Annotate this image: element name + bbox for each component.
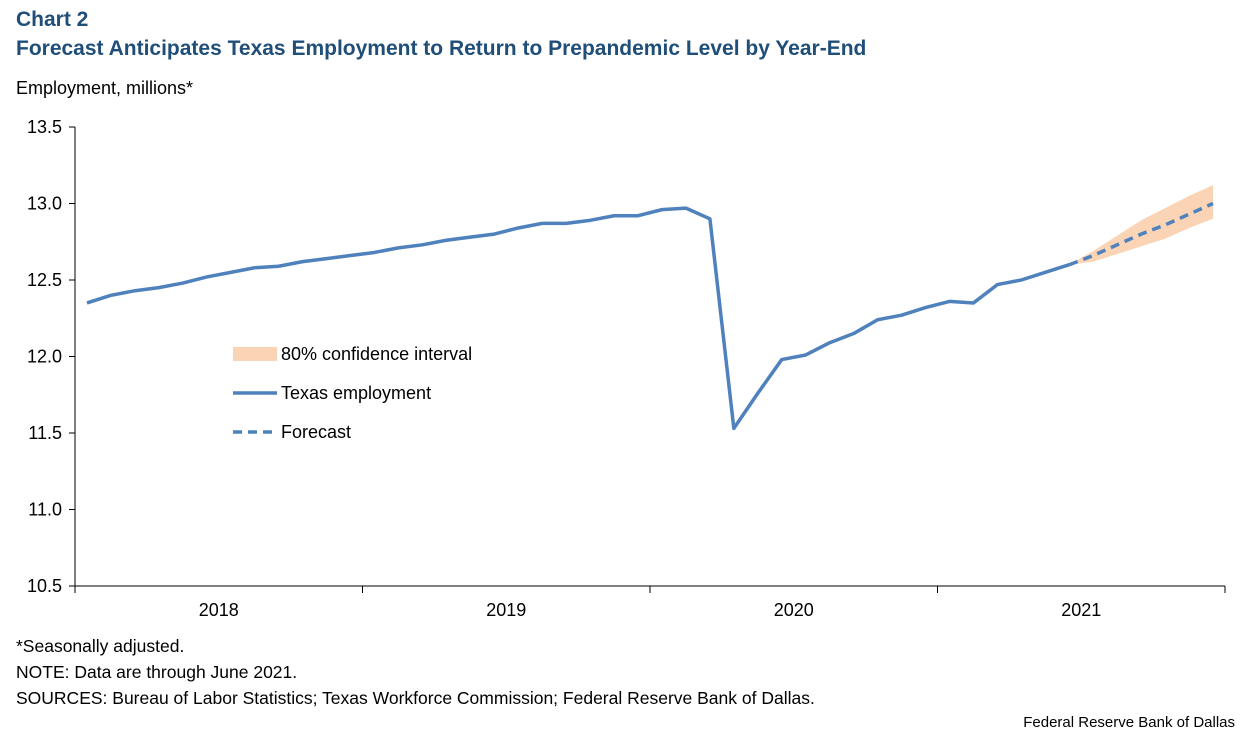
series-line-forecast — [1068, 201, 1214, 267]
y-axis-label: Employment, millions* — [16, 78, 194, 98]
x-tick-label: 2020 — [774, 600, 814, 620]
confidence-band-layer — [1069, 185, 1214, 265]
series-line-texas-employment — [86, 206, 1070, 431]
sources-note: SOURCES: Bureau of Labor Statistics; Tex… — [16, 688, 815, 708]
series-layer — [86, 201, 1214, 431]
y-tick-label: 11.5 — [28, 423, 62, 443]
confidence-band — [1069, 185, 1214, 265]
chart-title: Forecast Anticipates Texas Employment to… — [16, 37, 867, 60]
y-tick-label: 12.0 — [27, 347, 62, 367]
y-tick-label: 10.5 — [27, 576, 62, 596]
x-tick-label: 2021 — [1061, 600, 1101, 620]
y-tick-label: 11.0 — [28, 500, 62, 520]
seasonal-note: *Seasonally adjusted. — [16, 636, 185, 656]
x-tick-label: 2018 — [199, 600, 239, 620]
legend-label: Forecast — [281, 422, 351, 442]
credit-line: Federal Reserve Bank of Dallas — [1023, 714, 1235, 731]
legend: 80% confidence interval Texas employment F… — [233, 344, 472, 442]
y-tick-label: 13.0 — [27, 194, 62, 214]
legend-label: Texas employment — [281, 383, 431, 403]
y-tick-label: 12.5 — [27, 270, 62, 290]
data-note: NOTE: Data are through June 2021. — [16, 662, 298, 682]
y-axis: 10.5 11.0 11.5 12.0 12.5 13.0 13.5 — [27, 117, 76, 596]
legend-label: 80% confidence interval — [281, 344, 472, 364]
x-tick-label: 2019 — [486, 600, 526, 620]
chart-notes: *Seasonally adjusted. NOTE: Data are thr… — [16, 633, 815, 711]
legend-swatch-band — [233, 347, 277, 361]
y-tick-label: 13.5 — [27, 117, 62, 137]
x-axis: 2018 2019 2020 2021 — [74, 585, 1226, 620]
chart-label: Chart 2 — [16, 8, 89, 31]
